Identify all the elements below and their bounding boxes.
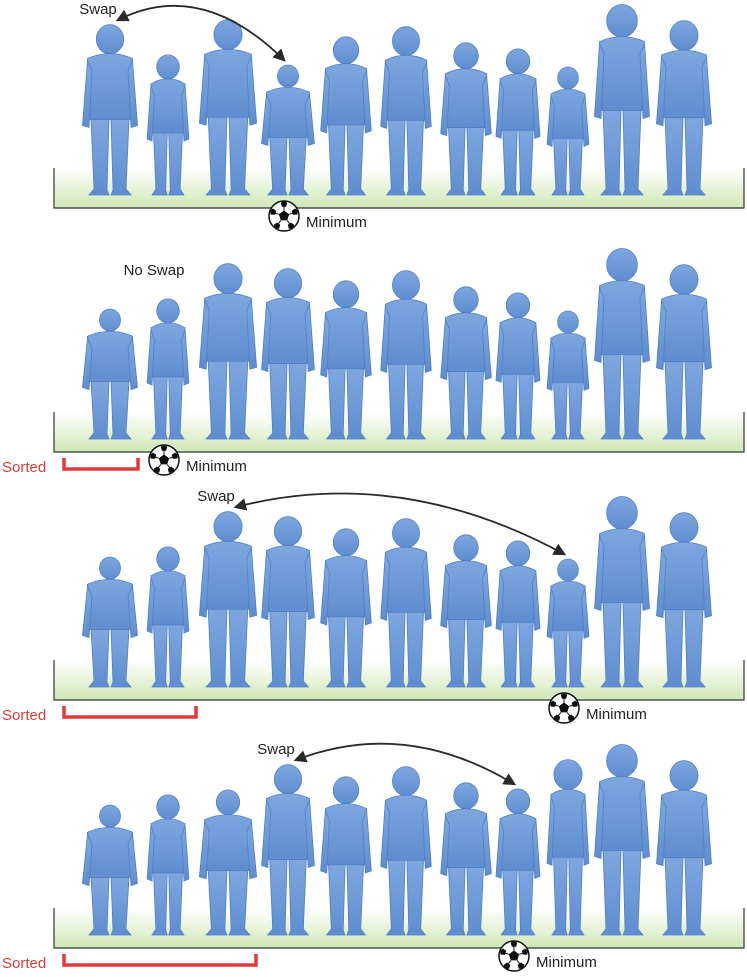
child-silhouette-icon [380,26,432,196]
child-silhouette-icon [198,789,258,936]
child-silhouette-icon [320,280,372,440]
child-silhouette-icon [82,556,138,688]
sorted-label: Sorted [2,955,46,972]
child-silhouette-icon [594,248,650,440]
sorted-bracket [62,458,140,471]
child-silhouette-icon [440,42,492,196]
children-row [82,744,712,936]
child-silhouette-icon [546,310,590,440]
child-silhouette-icon [146,54,190,196]
action-label: Swap [79,1,117,18]
sort-step-panel: Swap Minimum Sorted [2,741,745,972]
ground-line [53,908,745,949]
child-silhouette-icon [656,264,712,440]
soccer-ball-icon [148,444,180,476]
child-silhouette-icon [82,804,138,936]
child-silhouette-icon [656,512,712,688]
swap-arrow [115,4,286,62]
ground-line [53,660,745,701]
action-label: Swap [257,741,295,758]
child-silhouette-icon [261,268,315,440]
sort-step-panel: Swap Minimum [53,1,745,232]
child-silhouette-icon [594,744,650,936]
child-silhouette-icon [380,270,432,440]
child-silhouette-icon [320,528,372,688]
children-row [82,4,712,196]
action-label: Swap [197,488,235,505]
child-silhouette-icon [440,286,492,440]
child-silhouette-icon [546,759,590,936]
soccer-ball-icon [268,200,300,232]
sorted-bracket [62,706,198,719]
minimum-label: Minimum [306,214,367,231]
sort-step-panel: No Swap Minimum Sorted [2,248,745,476]
child-silhouette-icon [656,20,712,196]
child-silhouette-icon [198,19,258,196]
minimum-label: Minimum [186,458,247,475]
child-silhouette-icon [495,48,541,196]
sorted-label: Sorted [2,459,46,476]
swap-arrow [293,742,517,786]
child-silhouette-icon [198,511,258,688]
children-row [82,496,712,688]
child-silhouette-icon [320,776,372,936]
child-silhouette-icon [594,496,650,688]
child-silhouette-icon [146,546,190,688]
sorted-bracket [62,954,258,967]
child-silhouette-icon [495,292,541,440]
child-silhouette-icon [198,263,258,440]
swap-arrow [233,492,567,556]
soccer-ball-icon [548,692,580,724]
child-silhouette-icon [546,66,590,196]
child-silhouette-icon [495,788,541,936]
child-silhouette-icon [146,298,190,440]
child-silhouette-icon [440,782,492,936]
child-silhouette-icon [320,36,372,196]
child-silhouette-icon [594,4,650,196]
minimum-label: Minimum [586,706,647,723]
ground-line [53,168,745,209]
sort-step-panel: Swap Minimum Sorted [2,488,745,724]
action-label: No Swap [124,262,185,279]
minimum-label: Minimum [536,954,597,971]
child-silhouette-icon [146,794,190,936]
child-silhouette-icon [656,760,712,936]
child-silhouette-icon [82,308,138,440]
children-row [82,248,712,440]
sorted-label: Sorted [2,707,46,724]
ground-line [53,412,745,453]
soccer-ball-icon [498,940,530,972]
child-silhouette-icon [546,558,590,688]
child-silhouette-icon [261,64,315,196]
